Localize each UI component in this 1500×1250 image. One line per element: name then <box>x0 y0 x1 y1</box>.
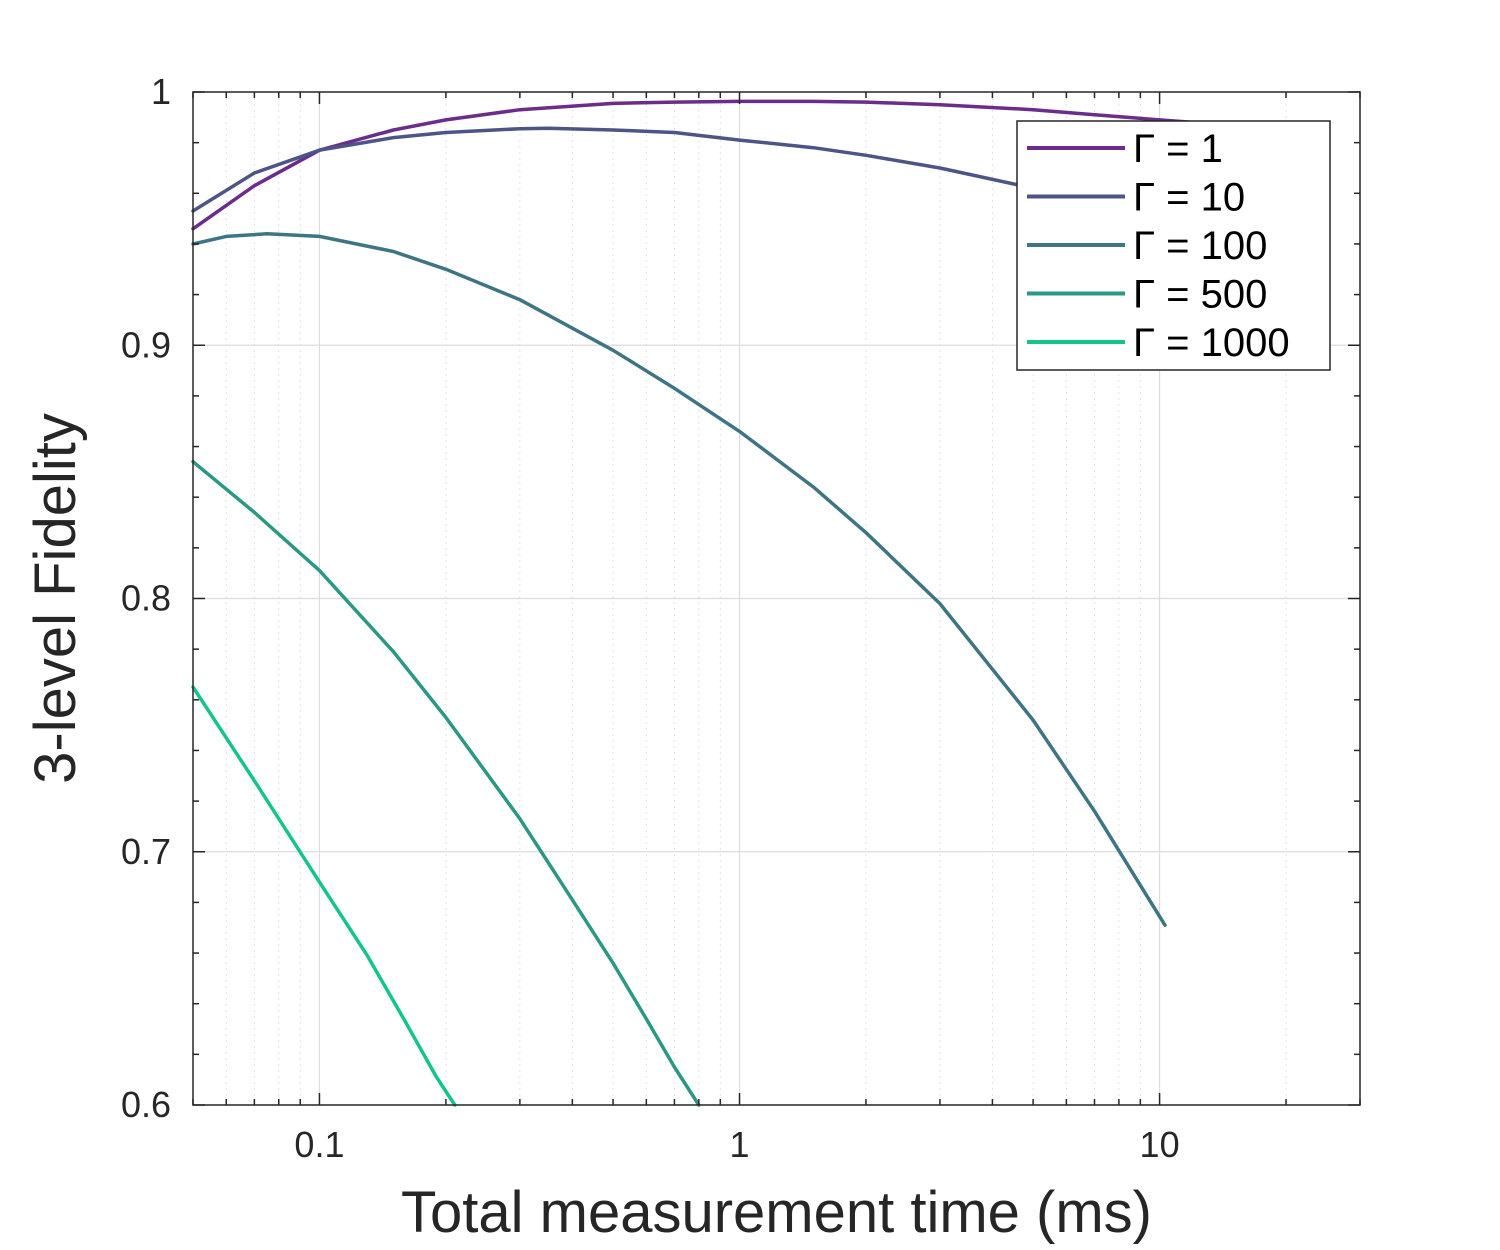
y-axis-title: 3-level Fidelity <box>23 413 88 784</box>
y-tick-label: 0.6 <box>121 1084 171 1125</box>
series-line-3 <box>191 232 1167 927</box>
series-line-4 <box>191 459 701 1107</box>
tick-labels: 0.1 1 10 0.6 0.7 0.8 0.9 1 <box>121 71 1180 1165</box>
y-tick-label: 0.8 <box>121 578 171 619</box>
legend-entry-label: Γ = 100 <box>1133 224 1267 268</box>
legend-entry-label: Γ = 1 <box>1133 127 1223 171</box>
y-tick-label: 1 <box>151 71 171 112</box>
series-line-2 <box>191 126 1162 226</box>
x-axis-title: Total measurement time (ms) <box>401 1180 1152 1245</box>
x-tick-label: 10 <box>1140 1124 1180 1165</box>
legend-box <box>1016 120 1331 371</box>
y-tick-label: 0.9 <box>121 324 171 365</box>
axis-ticks <box>192 91 1361 1106</box>
legend-entry-label: Γ = 10 <box>1133 176 1245 220</box>
legend-entry-label: Γ = 1000 <box>1133 321 1290 365</box>
series-lines <box>191 99 1195 1107</box>
series-line-5 <box>191 685 457 1107</box>
series-line-1 <box>191 99 1195 231</box>
legend-entry-label: Γ = 500 <box>1133 273 1267 317</box>
x-tick-label: 0.1 <box>294 1124 344 1165</box>
x-tick-label: 1 <box>729 1124 749 1165</box>
y-tick-label: 0.7 <box>121 831 171 872</box>
